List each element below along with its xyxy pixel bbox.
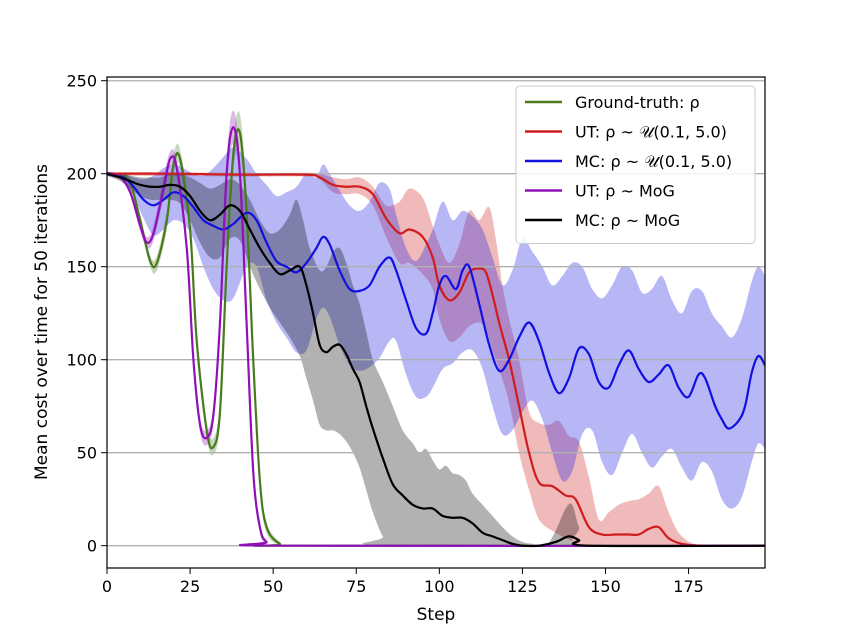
y-tick-label-1: 50: [77, 444, 97, 463]
series-3-line: [107, 126, 765, 548]
y-tick-label-0: 0: [87, 537, 97, 556]
plot-frame: [106, 76, 766, 569]
x-tick-label-3: 75: [346, 577, 366, 596]
x-tick-label-1: 25: [180, 577, 200, 596]
series-3-band: [107, 110, 765, 547]
x-tick-label-0: 0: [102, 577, 112, 596]
y-axis-title: Mean cost over time for 50 iterations: [32, 164, 52, 480]
series-1-line: [107, 172, 765, 547]
legend-label-4: MC: ρ ~ MoG: [575, 211, 680, 230]
y-tick-label-3: 150: [66, 258, 97, 277]
x-axis-title: Step: [417, 605, 456, 625]
y-tick-label-4: 200: [66, 165, 97, 184]
legend-label-2: MC: ρ ~ 𝒰(0.1, 5.0): [575, 152, 732, 171]
legend-label-3: UT: ρ ~ MoG: [575, 182, 675, 201]
series-2-band: [107, 147, 765, 509]
series-0-line: [107, 128, 765, 547]
x-tick-label-5: 125: [507, 577, 538, 596]
x-axis-ticks: 0 25 50 75 100 125 150 175: [102, 568, 704, 596]
series-2-line: [107, 172, 765, 430]
x-tick-label-2: 50: [263, 577, 283, 596]
y-tick-label-5: 250: [66, 72, 97, 91]
legend: Ground-truth: ρ UT: ρ ~ 𝒰(0.1, 5.0) MC: ρ …: [515, 85, 756, 244]
series-lines: [107, 126, 765, 548]
series-4-line: [107, 172, 765, 548]
axes: [106, 76, 766, 569]
series-1-band: [107, 171, 765, 547]
x-tick-label-7: 175: [673, 577, 704, 596]
legend-label-0: Ground-truth: ρ: [575, 93, 700, 112]
x-tick-label-4: 100: [424, 577, 455, 596]
y-tick-label-2: 100: [66, 351, 97, 370]
legend-box: [515, 85, 756, 244]
x-tick-label-6: 150: [590, 577, 621, 596]
legend-label-1: UT: ρ ~ 𝒰(0.1, 5.0): [575, 123, 727, 142]
y-axis-ticks: 0 50 100 150 200 250: [66, 72, 107, 556]
